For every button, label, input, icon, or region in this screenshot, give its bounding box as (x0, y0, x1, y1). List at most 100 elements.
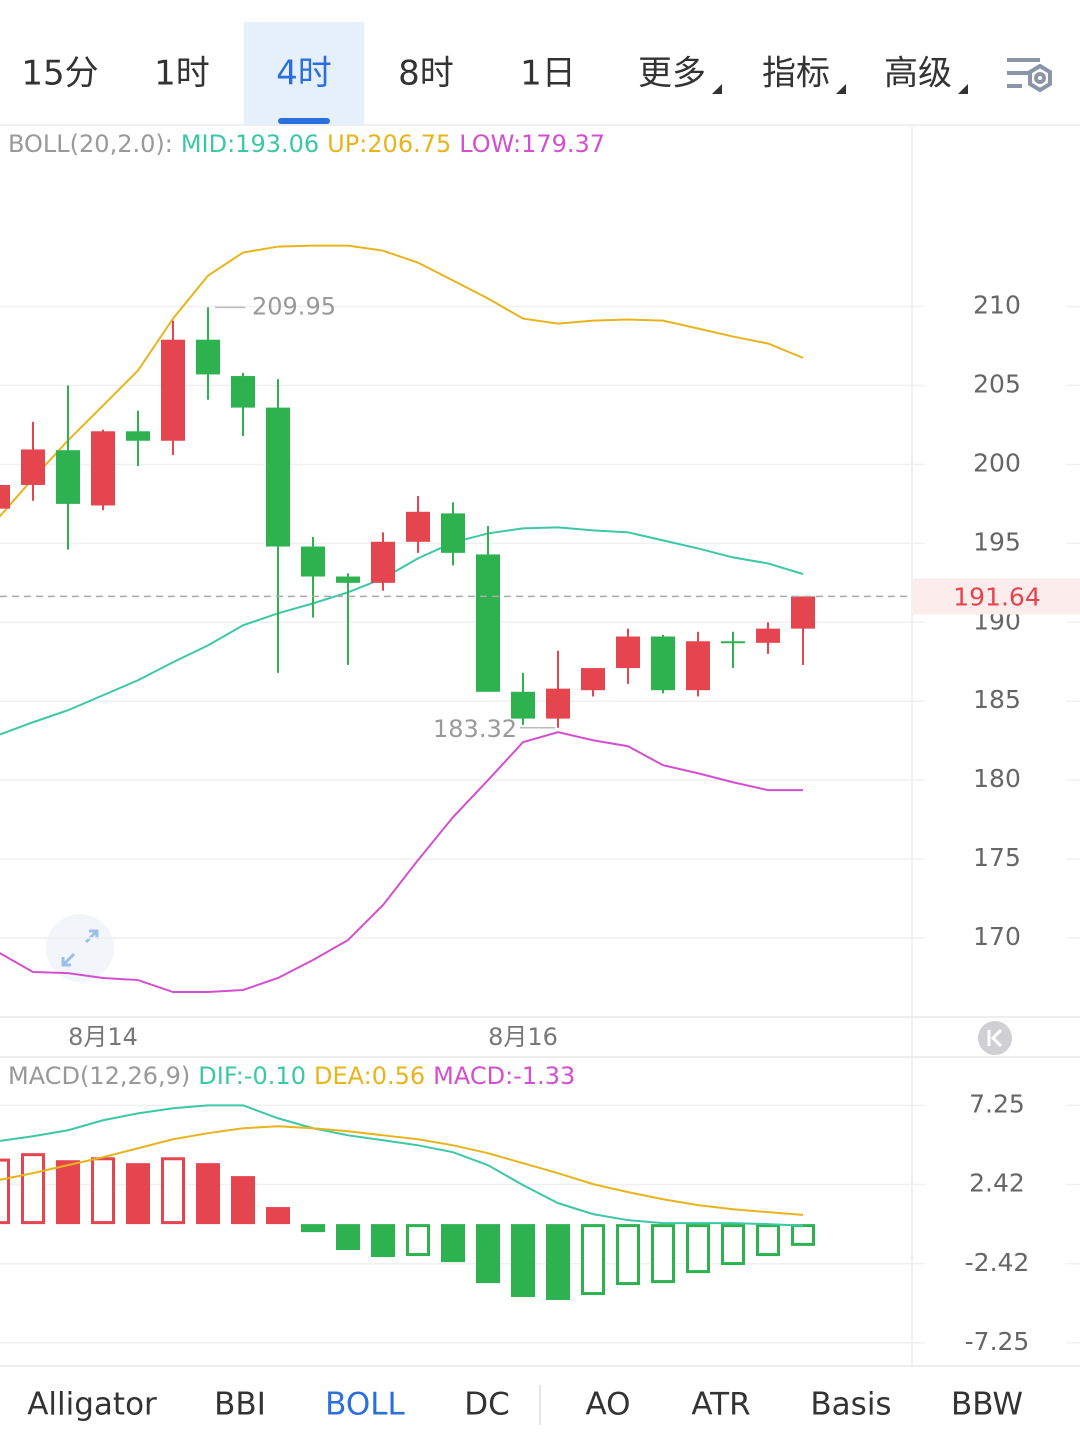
candle-body (791, 596, 815, 629)
macd-bar (126, 1163, 150, 1225)
macd-bar (686, 1224, 710, 1274)
legend-entry: BOLL(20,2.0): (8, 130, 173, 158)
timeframe-tab[interactable]: 高级 (884, 54, 952, 94)
macd-bar (231, 1176, 255, 1225)
indicator-line (0, 526, 804, 736)
candle-body (721, 641, 745, 644)
indicator-tab[interactable]: ATR (691, 1387, 750, 1423)
candle-body (581, 668, 605, 691)
candle-body (511, 691, 535, 719)
indicator-tab[interactable]: DC (464, 1387, 510, 1423)
candle-body (196, 339, 220, 375)
candle-body (651, 636, 675, 691)
indicator-tab[interactable]: AO (585, 1387, 630, 1423)
legend-entry: DEA:0.56 (314, 1062, 425, 1090)
y-tick-label: 7.25 (969, 1089, 1025, 1118)
candle-body (266, 407, 290, 547)
timeframe-tab[interactable]: 1时 (154, 54, 210, 94)
low-label: 183.32 (433, 715, 517, 743)
timeframe-tab[interactable]: 8时 (398, 54, 454, 94)
macd-bar (21, 1153, 45, 1225)
legend-entry: MID:193.06 (181, 130, 319, 158)
dropdown-arrow (958, 84, 968, 94)
y-tick-label: 195 (973, 527, 1021, 556)
indicator-tab[interactable]: Basis (810, 1387, 891, 1423)
y-tick-label: 2.42 (969, 1168, 1025, 1197)
indicator-line (0, 1125, 804, 1216)
dropdown-arrow (712, 84, 722, 94)
candle-body (126, 431, 150, 441)
candle-body (336, 576, 360, 583)
panel-borders (0, 124, 1080, 1425)
macd-bar (441, 1224, 465, 1263)
settings-icon[interactable] (1007, 58, 1052, 93)
candle-body (441, 513, 465, 553)
macd-bar (756, 1224, 780, 1257)
macd-bar (581, 1224, 605, 1296)
y-tick-label: 180 (973, 764, 1021, 793)
macd-bar (406, 1224, 430, 1257)
timeframe-tab[interactable]: 指标 (762, 54, 830, 94)
candle-body (0, 484, 10, 509)
candle-body (21, 449, 45, 485)
dropdown-arrow (836, 84, 846, 94)
candle-body (91, 431, 115, 506)
y-tick-label: 200 (973, 448, 1021, 477)
timeframe-tab[interactable]: 15分 (21, 54, 98, 94)
timeframe-tab[interactable]: 1日 (520, 54, 576, 94)
x-tick-label: 8月14 (68, 1023, 138, 1051)
macd-bar (651, 1224, 675, 1284)
macd-bar (791, 1224, 815, 1246)
candle-body (616, 636, 640, 669)
legend-entry: MACD(12,26,9) (8, 1062, 190, 1090)
macd-bar (336, 1224, 360, 1250)
macd-bar (161, 1157, 185, 1225)
indicator-line (0, 1104, 804, 1227)
candle-body (756, 628, 780, 643)
indicator-tab[interactable]: Alligator (27, 1387, 157, 1423)
indicator-tab[interactable]: BBI (214, 1387, 266, 1423)
candle-body (231, 376, 255, 408)
timeframe-tab[interactable]: 更多 (638, 54, 706, 94)
timeframe-tab[interactable]: 4时 (276, 54, 332, 94)
macd-bar (721, 1224, 745, 1266)
indicator-tab[interactable]: BBW (951, 1387, 1023, 1423)
y-tick-label: 175 (973, 843, 1021, 872)
y-tick-label: 170 (973, 922, 1021, 951)
macd-bar (546, 1224, 570, 1300)
legend-entry: UP:206.75 (327, 130, 451, 158)
current-price-label: 191.64 (953, 582, 1040, 611)
legend-entry: DIF:-0.10 (198, 1062, 306, 1090)
candle-body (686, 641, 710, 691)
y-tick-label: 210 (973, 291, 1021, 320)
macd-bar (56, 1160, 80, 1225)
candle-body (476, 554, 500, 692)
y-tick-label: 205 (973, 369, 1021, 398)
candle-body (546, 688, 570, 719)
macd-bar (266, 1207, 290, 1225)
legend-entry: MACD:-1.33 (433, 1062, 575, 1090)
candle-body (301, 546, 325, 577)
high-label: 209.95 (252, 292, 336, 320)
active-tab-bg (244, 22, 364, 125)
candle-body (161, 339, 185, 441)
indicator-line (0, 731, 803, 994)
current-price-bg (913, 578, 1080, 615)
expand-icon[interactable] (46, 914, 114, 982)
scroll-latest-icon[interactable] (978, 1021, 1012, 1055)
chart-layer: 15分 1时 4时 8时 1日 更多 指标 高级 Alligator BBI BOLL DC AO ATR… (0, 22, 1080, 1423)
macd-bar (476, 1224, 500, 1284)
macd-bar (301, 1224, 325, 1233)
y-tick-label: 185 (973, 685, 1021, 714)
macd-bar (91, 1157, 115, 1225)
candle-body (406, 511, 430, 542)
indicator-line (0, 244, 804, 518)
indicator-tab[interactable]: BOLL (325, 1387, 405, 1423)
legend-entry: LOW:179.37 (459, 130, 605, 158)
macd-bar (511, 1224, 535, 1298)
active-tab-indicator (278, 118, 330, 124)
candle-body (371, 541, 395, 583)
y-tick-label: -7.25 (965, 1327, 1030, 1356)
